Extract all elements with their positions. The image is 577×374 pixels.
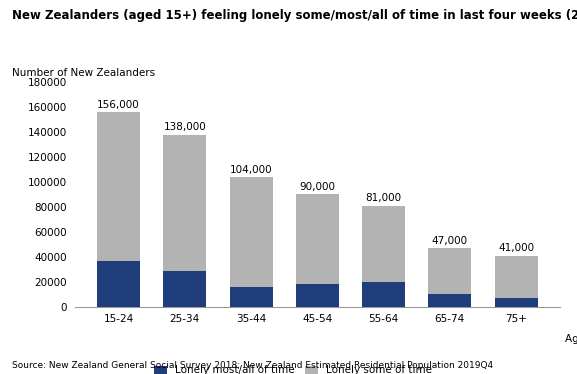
Text: Age group: Age group bbox=[564, 334, 577, 344]
Bar bbox=[296, 194, 339, 284]
Text: 47,000: 47,000 bbox=[432, 236, 468, 246]
Text: Source: New Zealand General Social Survey 2018; New Zealand Estimated Residentia: Source: New Zealand General Social Surve… bbox=[12, 361, 493, 370]
Bar bbox=[494, 298, 538, 307]
Bar bbox=[494, 255, 538, 298]
Text: New Zealanders (aged 15+) feeling lonely some/most/all of time in last four week: New Zealanders (aged 15+) feeling lonely… bbox=[12, 9, 577, 22]
Text: 104,000: 104,000 bbox=[230, 165, 272, 175]
Text: Number of New Zealanders: Number of New Zealanders bbox=[12, 68, 155, 78]
Bar bbox=[296, 284, 339, 307]
Bar bbox=[362, 206, 405, 282]
Bar bbox=[163, 135, 207, 270]
Text: 90,000: 90,000 bbox=[299, 182, 335, 192]
Text: 138,000: 138,000 bbox=[163, 122, 206, 132]
Bar bbox=[428, 248, 471, 294]
Bar bbox=[428, 294, 471, 307]
Bar bbox=[163, 270, 207, 307]
Bar bbox=[230, 177, 272, 287]
Text: 156,000: 156,000 bbox=[97, 100, 140, 110]
Text: 41,000: 41,000 bbox=[498, 243, 534, 253]
Bar bbox=[230, 287, 272, 307]
Bar bbox=[97, 112, 140, 261]
Text: 81,000: 81,000 bbox=[366, 193, 402, 203]
Bar bbox=[97, 261, 140, 307]
Bar bbox=[362, 282, 405, 307]
Legend: Lonely most/all of time, Lonely some of time: Lonely most/all of time, Lonely some of … bbox=[150, 361, 436, 374]
